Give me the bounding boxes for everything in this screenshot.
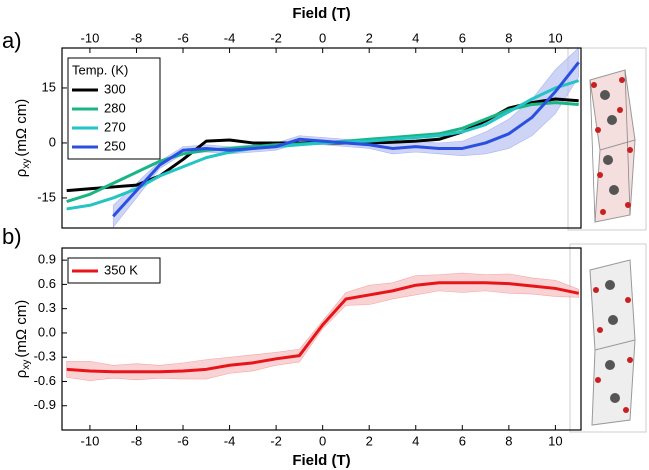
x-tick-label: -4 <box>224 30 236 45</box>
x-tick-label: -8 <box>131 30 143 45</box>
x-tick-label: 2 <box>366 30 373 45</box>
x-tick-label: 0 <box>319 30 326 45</box>
data-line <box>112 61 580 218</box>
legend-label: 270 <box>104 119 126 134</box>
x-tick-label: 0 <box>319 433 326 448</box>
x-tick-label: -6 <box>177 30 189 45</box>
plot-frame <box>61 247 582 431</box>
panel-label: b) <box>2 224 22 249</box>
y-label-symbol: ρ <box>13 370 30 379</box>
y-axis-label: ρxy (mΩ cm) <box>13 300 32 378</box>
crystal-structure-a <box>567 47 647 231</box>
legend-label: 250 <box>104 138 126 153</box>
y-tick-label: 0.3 <box>38 300 56 315</box>
y-tick-label: -15 <box>37 189 56 204</box>
legend-label: 280 <box>104 100 126 115</box>
x-tick-label: -6 <box>177 433 189 448</box>
x-tick-label: -8 <box>131 433 143 448</box>
x-tick-label: 4 <box>412 433 419 448</box>
y-tick-label: 0.6 <box>38 276 56 291</box>
y-tick-label: -0.9 <box>34 397 56 412</box>
x-tick-label: 6 <box>459 30 466 45</box>
error-band <box>112 48 579 228</box>
x-tick-label: 8 <box>505 30 512 45</box>
x-axis-label: Field (T) <box>292 452 350 469</box>
y-tick-label: 0 <box>49 134 56 149</box>
x-tick-label: -4 <box>224 433 236 448</box>
y-label-subscript: xy <box>21 159 32 169</box>
x-tick-label: 6 <box>459 433 466 448</box>
x-tick-label: 4 <box>412 30 419 45</box>
plot-frame <box>61 47 582 229</box>
data-line <box>66 281 579 374</box>
y-label-unit: (mΩ cm) <box>13 99 30 157</box>
y-tick-label: 0.9 <box>38 252 56 267</box>
legend-label: 350 K <box>104 262 138 277</box>
x-tick-label: 2 <box>366 433 373 448</box>
data-line <box>66 79 580 211</box>
y-tick-label: 15 <box>42 79 56 94</box>
legend-label: 300 <box>104 81 126 96</box>
x-tick-label: 8 <box>505 433 512 448</box>
x-axis-label: Field (T) <box>292 5 350 22</box>
y-axis-label: ρxy (mΩ cm) <box>13 99 32 177</box>
x-tick-label: -10 <box>81 30 100 45</box>
x-tick-label: -10 <box>81 433 100 448</box>
legend-title: Temp. (K) <box>72 62 128 77</box>
plot-area <box>66 48 580 228</box>
x-tick-label: -2 <box>270 30 282 45</box>
x-tick-label: -2 <box>270 433 282 448</box>
y-tick-label: 0.0 <box>38 324 56 339</box>
x-tick-label: 10 <box>548 433 562 448</box>
plot-area <box>66 272 579 381</box>
y-label-unit: (mΩ cm) <box>13 300 30 358</box>
panel-label: a) <box>2 28 22 53</box>
y-tick-label: -0.6 <box>34 373 56 388</box>
crystal-structure-b <box>569 243 647 433</box>
y-label-subscript: xy <box>21 360 32 370</box>
y-label-symbol: ρ <box>13 169 30 178</box>
x-tick-label: 10 <box>548 30 562 45</box>
y-tick-label: -0.3 <box>34 349 56 364</box>
